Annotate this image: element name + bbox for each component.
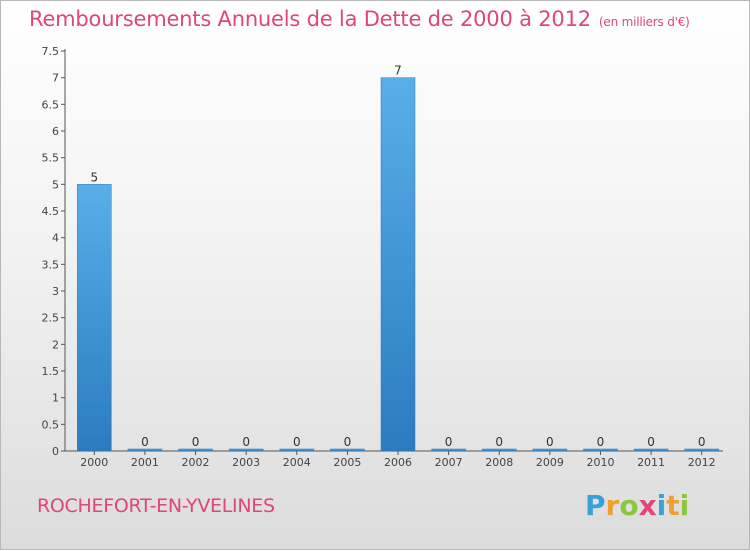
y-tick-label: 1 bbox=[52, 392, 59, 405]
logo-letter: o bbox=[619, 489, 639, 522]
x-tick-label-2006: 2006 bbox=[384, 456, 412, 469]
data-label-2000: 5 bbox=[90, 170, 98, 184]
chart-unit-note: (en milliers d'€) bbox=[598, 15, 690, 29]
bar-2006 bbox=[380, 77, 416, 452]
commune-name: ROCHEFORT-EN-YVELINES bbox=[37, 495, 275, 517]
y-tick-label: 7.5 bbox=[42, 45, 60, 58]
data-label-2011: 0 bbox=[647, 435, 655, 449]
y-tick-label: 4.5 bbox=[42, 205, 60, 218]
bar-2008 bbox=[481, 448, 517, 452]
data-label-2008: 0 bbox=[495, 435, 503, 449]
x-tick-label-2000: 2000 bbox=[80, 456, 108, 469]
x-tick-label-2012: 2012 bbox=[688, 456, 716, 469]
logo-letter: r bbox=[605, 489, 620, 522]
data-label-2001: 0 bbox=[141, 435, 149, 449]
proxiti-logo[interactable]: Proxiti bbox=[585, 489, 689, 522]
data-label-2010: 0 bbox=[597, 435, 605, 449]
bar-2001 bbox=[127, 448, 163, 452]
chart-title: Remboursements Annuels de la Dette de 20… bbox=[29, 7, 690, 31]
x-tick-label-2004: 2004 bbox=[283, 456, 311, 469]
bar-2003 bbox=[228, 448, 264, 452]
x-tick-label-2002: 2002 bbox=[182, 456, 210, 469]
chart-title-text: Remboursements Annuels de la Dette de 20… bbox=[29, 7, 591, 31]
data-label-2002: 0 bbox=[192, 435, 200, 449]
logo-letter: P bbox=[585, 489, 606, 522]
data-label-2005: 0 bbox=[344, 435, 352, 449]
x-tick-label-2008: 2008 bbox=[485, 456, 513, 469]
bar-2010 bbox=[583, 448, 618, 452]
x-tick-label-2011: 2011 bbox=[637, 456, 665, 469]
y-tick-label: 7 bbox=[52, 72, 59, 85]
y-tick-label: 0 bbox=[52, 445, 59, 458]
data-label-2012: 0 bbox=[698, 435, 706, 449]
y-tick-label: 4 bbox=[52, 232, 59, 245]
x-tick-label-2010: 2010 bbox=[586, 456, 614, 469]
bar-2007 bbox=[431, 448, 466, 452]
y-tick-label: 6 bbox=[52, 125, 59, 138]
bar-2002 bbox=[178, 448, 213, 452]
x-tick-label-2007: 2007 bbox=[435, 456, 463, 469]
bar-2005 bbox=[330, 448, 365, 452]
x-tick-label-2005: 2005 bbox=[333, 456, 361, 469]
bar-2009 bbox=[532, 448, 568, 452]
y-tick-label: 5.5 bbox=[42, 152, 60, 165]
x-tick-label-2003: 2003 bbox=[232, 456, 260, 469]
bar-2000 bbox=[77, 184, 112, 452]
y-tick-label: 1.5 bbox=[42, 365, 60, 378]
data-label-2007: 0 bbox=[445, 435, 453, 449]
y-tick-label: 3 bbox=[52, 285, 59, 298]
y-tick-label: 2 bbox=[52, 338, 59, 351]
bar-2011 bbox=[633, 448, 669, 452]
data-label-2009: 0 bbox=[546, 435, 554, 449]
y-tick-label: 0.5 bbox=[42, 418, 60, 431]
logo-letter: x bbox=[638, 489, 657, 522]
data-label-2006: 7 bbox=[394, 64, 402, 78]
y-tick-label: 5 bbox=[52, 178, 59, 191]
x-tick-label-2009: 2009 bbox=[536, 456, 564, 469]
y-tick-label: 3.5 bbox=[42, 258, 60, 271]
y-tick-label: 2.5 bbox=[42, 312, 60, 325]
data-label-2003: 0 bbox=[242, 435, 250, 449]
bar-2004 bbox=[279, 448, 315, 452]
logo-letter: t bbox=[666, 489, 680, 522]
data-label-2004: 0 bbox=[293, 435, 301, 449]
logo-letter: i bbox=[679, 489, 690, 522]
x-tick-label-2001: 2001 bbox=[131, 456, 159, 469]
logo-letter: i bbox=[656, 489, 667, 522]
bar-2012 bbox=[684, 448, 719, 452]
y-tick-label: 6.5 bbox=[42, 98, 60, 111]
